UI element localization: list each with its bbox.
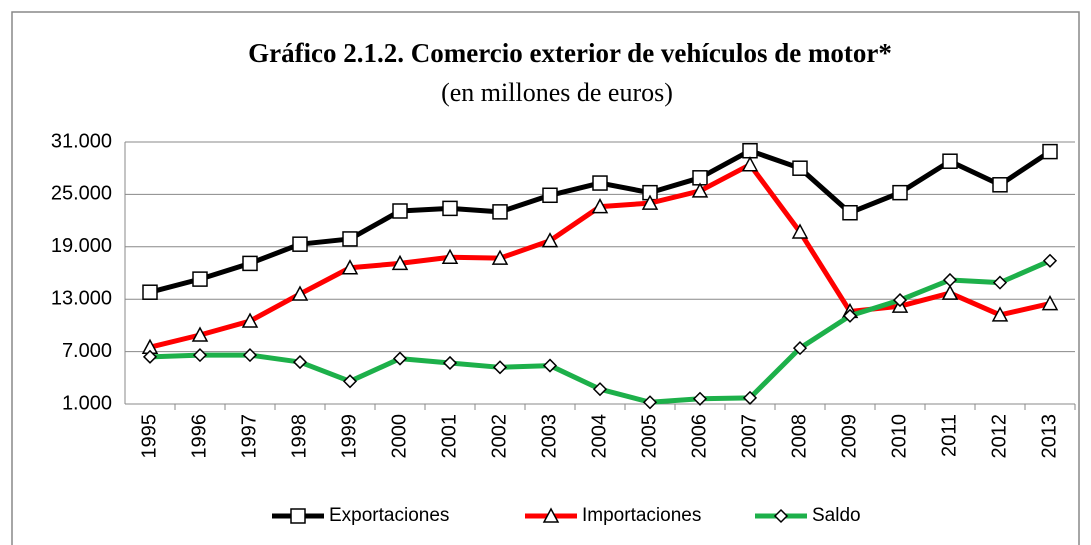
marker <box>792 160 808 176</box>
marker <box>842 308 858 323</box>
marker <box>242 255 258 272</box>
x-tick-label: 2006 <box>688 414 710 459</box>
x-tick-label: 2013 <box>1038 414 1060 459</box>
x-tick-label: 1999 <box>338 414 360 459</box>
x-tick-label: 2011 <box>938 414 960 457</box>
x-tick-label: 1998 <box>288 414 310 459</box>
legend-label: Exportaciones <box>329 505 449 526</box>
x-tick-label: 2009 <box>838 414 860 459</box>
x-tick-label: 1997 <box>238 414 260 459</box>
marker <box>741 156 759 172</box>
marker <box>592 175 608 191</box>
y-tick-label: 1.000 <box>62 392 112 414</box>
marker <box>691 182 709 198</box>
marker <box>441 248 459 265</box>
legend-label: Importaciones <box>582 505 701 526</box>
marker <box>942 153 958 169</box>
marker <box>742 142 758 159</box>
marker <box>592 382 608 397</box>
x-tick-label: 2000 <box>388 414 410 459</box>
marker <box>191 326 209 342</box>
marker <box>292 355 308 370</box>
marker <box>242 348 258 363</box>
legend-label: Saldo <box>812 505 861 526</box>
x-tick-label: 2007 <box>738 414 760 459</box>
chart-border <box>11 11 1080 545</box>
marker <box>892 184 908 201</box>
marker <box>291 285 309 301</box>
marker <box>991 306 1009 322</box>
marker <box>192 348 208 363</box>
marker <box>742 390 758 405</box>
y-tick-label: 13.000 <box>51 287 112 309</box>
marker <box>792 341 808 356</box>
marker <box>492 360 508 375</box>
x-tick-label: 2005 <box>638 414 660 459</box>
x-tick-label: 1996 <box>188 414 210 459</box>
marker <box>992 275 1008 290</box>
marker <box>442 355 458 371</box>
marker <box>241 312 259 328</box>
marker <box>392 351 408 366</box>
marker <box>292 236 308 252</box>
x-tick-label: 1995 <box>138 414 160 459</box>
marker <box>942 272 958 288</box>
x-tick-label: 2002 <box>488 414 510 459</box>
x-tick-label: 2001 <box>438 414 460 459</box>
x-tick-label: 2012 <box>988 414 1010 459</box>
marker <box>492 204 508 220</box>
marker <box>791 223 809 239</box>
marker <box>591 198 609 214</box>
marker <box>442 200 458 217</box>
marker <box>892 293 908 308</box>
marker <box>342 374 358 389</box>
marker <box>192 271 208 287</box>
marker <box>692 391 708 406</box>
marker <box>142 349 158 364</box>
x-tick-label: 2004 <box>588 414 610 459</box>
marker <box>541 232 559 248</box>
x-tick-label: 2010 <box>888 414 910 459</box>
marker <box>941 284 959 300</box>
x-tick-label: 2008 <box>788 414 810 459</box>
y-tick-label: 19.000 <box>51 235 112 257</box>
marker <box>491 249 509 265</box>
marker <box>542 507 560 523</box>
marker <box>992 177 1008 193</box>
marker <box>392 203 408 219</box>
marker <box>142 284 158 300</box>
marker <box>341 259 359 275</box>
chart-subtitle: (en millones de euros) <box>441 78 673 107</box>
y-tick-label: 31.000 <box>51 130 112 152</box>
marker <box>1041 294 1059 311</box>
marker <box>342 231 358 247</box>
marker <box>391 254 409 271</box>
marker <box>773 508 789 524</box>
marker <box>1042 143 1058 160</box>
marker <box>641 194 659 210</box>
y-tick-label: 7.000 <box>62 340 112 362</box>
chart-title: Gráfico 2.1.2. Comercio exterior de vehí… <box>248 38 892 68</box>
marker <box>542 358 558 373</box>
marker <box>542 187 558 204</box>
y-tick-label: 25.000 <box>51 183 112 205</box>
marker <box>290 508 306 524</box>
marker <box>842 204 858 221</box>
marker <box>1042 253 1058 268</box>
marker <box>642 395 658 410</box>
x-tick-label: 2003 <box>538 414 560 459</box>
